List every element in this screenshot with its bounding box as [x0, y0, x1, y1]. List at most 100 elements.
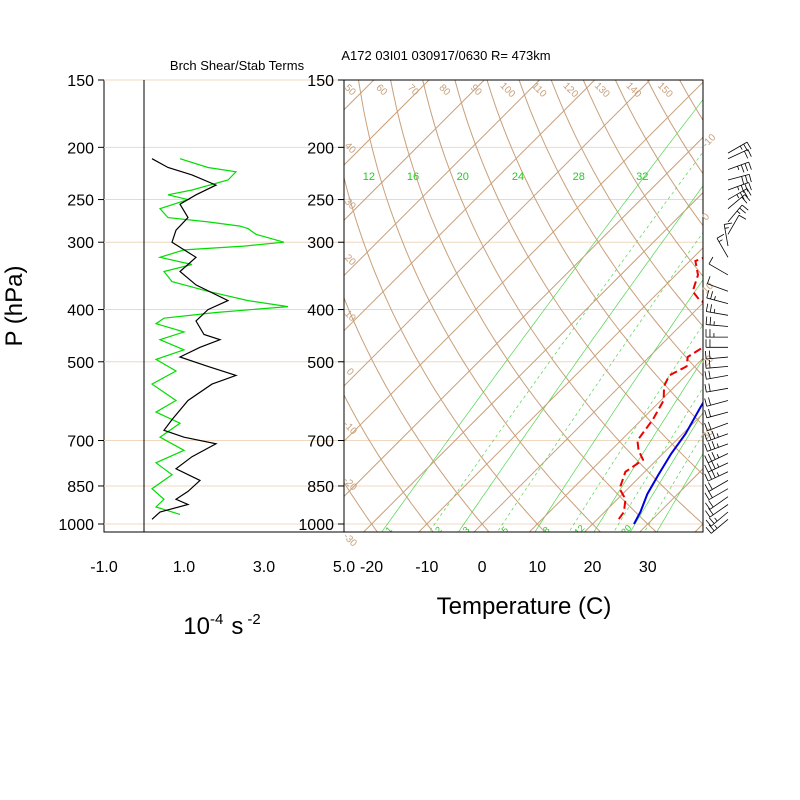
skewt-isotherm [344, 80, 541, 277]
isotherm-right-label: 0 [700, 211, 712, 223]
skewt-dry-adiabats [197, 64, 800, 536]
wind-barb-half-feather [714, 525, 718, 529]
skewt-y-tick-label: 1000 [298, 517, 334, 534]
wind-barb-staff [707, 462, 729, 473]
skewt-y-tick-label: 250 [307, 193, 334, 210]
mixing-ratio-bottom-label: 8 [541, 525, 552, 536]
wind-barb-feather [748, 182, 752, 191]
shear-x-axis-label: 10-4 s -2 [183, 611, 260, 640]
wind-barb-half-feather [739, 145, 743, 150]
wind-barb-staff [727, 215, 740, 235]
wind-barb-feather [710, 291, 714, 300]
skewt-dry-adiabat [197, 64, 324, 536]
skewt-chart-title: A172 03I01 030917/0630 R= 473km [341, 48, 550, 63]
wind-barb-half-feather [716, 454, 720, 458]
wind-barb [705, 329, 728, 338]
skewt-dry-adiabat [486, 80, 703, 426]
skewt-y-tick-label: 400 [307, 303, 334, 320]
wind-barb [705, 339, 728, 348]
wind-barb-feather [716, 233, 725, 239]
wind-barb [704, 408, 729, 419]
wind-barb [705, 316, 729, 327]
wind-barb-feather [711, 452, 716, 460]
shear-x-tick-label: 5.0 [333, 559, 355, 576]
skewt-x-tick-label: -20 [360, 559, 383, 576]
wind-barb [727, 188, 752, 200]
wind-barb-staff [710, 518, 729, 534]
mixing-ratio-bottom-label: 2 [433, 525, 444, 536]
skewt-dry-adiabat [390, 80, 657, 532]
wind-barbs [704, 141, 752, 534]
shear-y-tick-label: 700 [67, 434, 94, 451]
wind-barb-feather [704, 433, 708, 442]
wind-barb [727, 173, 752, 185]
wind-barb-staff [708, 263, 729, 276]
wind-barb-feather [708, 482, 713, 490]
wind-barb-feather [740, 164, 745, 173]
skewt-x-axis-label: Temperature (C) [437, 593, 612, 620]
wind-barb-feather [747, 149, 752, 157]
shear-x-tick-label: 3.0 [253, 559, 275, 576]
shear-y-tick-label: 200 [67, 140, 94, 157]
shear-y-tick-label: 400 [67, 303, 94, 320]
skewt-isotherm [473, 302, 703, 532]
shear-x-tick-label: -1.0 [90, 559, 118, 576]
skewt-dry-adiabat [344, 481, 378, 532]
wind-barb-staff [710, 511, 729, 527]
wind-barb-feather [707, 453, 713, 462]
wind-barb-half-feather [714, 517, 718, 522]
adiabat-label: 150 [655, 80, 675, 100]
wind-barb [727, 161, 752, 173]
wind-barb-feather [705, 527, 712, 534]
skewt-panel: 12 16 20 24 28 321 2 3 5 8 12 20 50 60 70 80 90 100 110 12… [197, 48, 800, 620]
skewt-series-group [616, 256, 703, 525]
wind-barb-feather [704, 423, 708, 431]
wind-barb-feather [708, 500, 714, 508]
wind-barb [704, 350, 729, 360]
wind-barb-staff [709, 496, 729, 510]
skewt-x-tick-label: 10 [528, 559, 546, 576]
skewt-isotherm [344, 80, 651, 387]
wind-barb-half-feather [737, 166, 740, 171]
skewt-dry-adiabat [550, 80, 703, 328]
mixing-ratio-top-label: 28 [573, 171, 585, 183]
wind-barb-half-feather [736, 194, 740, 199]
wind-barb-staff [708, 488, 729, 501]
adiabat-label: 60 [373, 82, 389, 98]
wind-barb-half-feather [716, 443, 719, 448]
wind-barb-feather [706, 290, 710, 299]
shear-series-group [150, 158, 289, 520]
wind-barb [704, 383, 729, 393]
skewt-isotherm [583, 412, 703, 532]
wind-barb [723, 222, 733, 247]
wind-barb-feather [745, 175, 748, 184]
shear-y-tick-label: 150 [67, 73, 94, 90]
skewt-dry-adiabat [703, 64, 800, 536]
skewt-isotherm [362, 191, 703, 532]
skewt-mixing-line [381, 98, 703, 532]
wind-barb [705, 303, 729, 316]
wind-barb-half-feather [718, 239, 723, 243]
wind-barb-staff [707, 453, 729, 464]
skewt-isotherm [528, 357, 703, 532]
shear-chart-title: Brch Shear/Stab Terms [170, 58, 305, 73]
wind-barb-staff [727, 149, 749, 160]
wind-barb-feather [707, 463, 713, 471]
wind-barb-staff [716, 238, 729, 258]
skewt-isotherm [344, 80, 485, 221]
skewt-isotherms [344, 80, 703, 532]
wind-barb [704, 488, 729, 501]
shear-x-label-exp2: -2 [247, 611, 260, 628]
wind-barb-feather [704, 455, 709, 463]
wind-barb-feather [744, 163, 749, 172]
wind-barb-feather [704, 443, 708, 452]
temperature-line [633, 401, 703, 525]
wind-barb-feather [705, 510, 711, 518]
wind-barb-feather [741, 196, 748, 204]
wind-barb-feather [707, 421, 712, 430]
dewpoint-line [616, 256, 703, 523]
wind-barb-feather [739, 192, 745, 200]
mixing-ratio-top-label: 12 [363, 171, 375, 183]
wind-barb-feather [708, 397, 711, 406]
wind-barb-feather [740, 185, 745, 193]
